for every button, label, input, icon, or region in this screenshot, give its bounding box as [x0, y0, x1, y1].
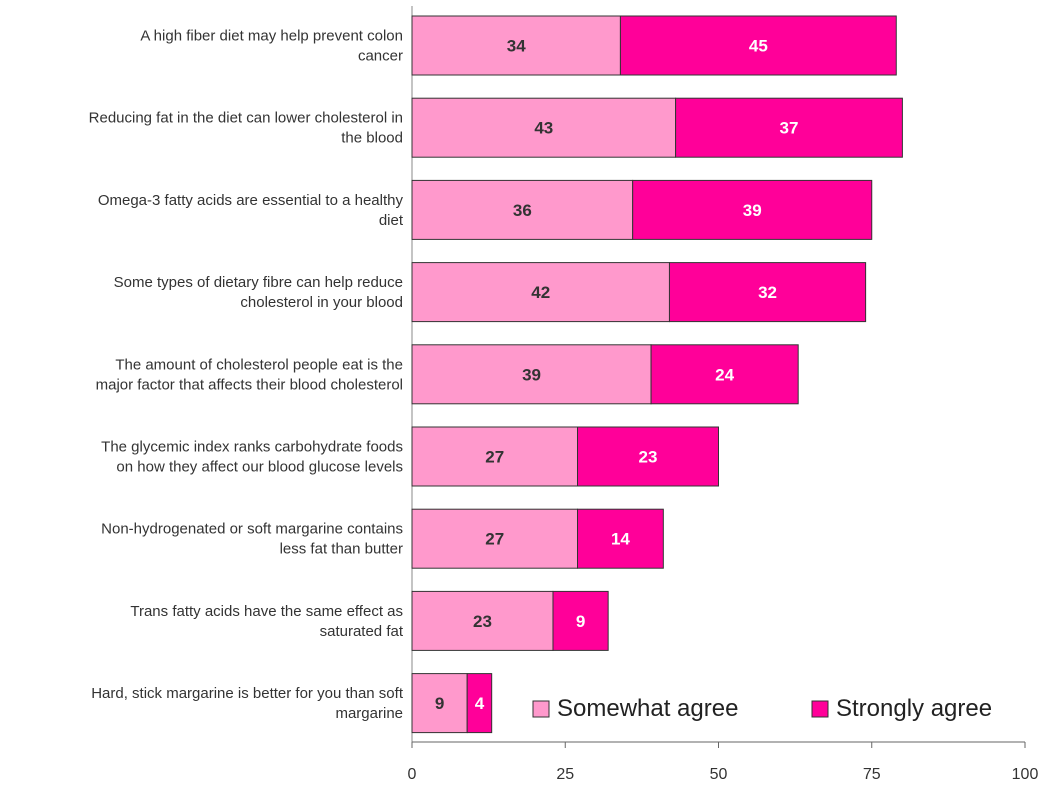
data-label: 27: [485, 448, 504, 467]
x-tick-label: 0: [408, 766, 417, 783]
data-label: 39: [522, 365, 541, 384]
bar-segment-strongly-agree: [577, 426, 720, 487]
category-label: major factor that affects their blood ch…: [96, 376, 403, 393]
data-label: 4: [475, 694, 485, 713]
bar-segment-somewhat-agree: [411, 426, 579, 487]
bar-segment-strongly-agree: [577, 508, 664, 569]
category-label: diet: [379, 212, 404, 229]
bar-segment-strongly-agree: [632, 179, 873, 240]
bar-segment-strongly-agree: [552, 590, 609, 651]
x-tick-label: 100: [1012, 766, 1039, 783]
legend-swatch-somewhat-agree: [532, 700, 550, 718]
category-label: cholesterol in your blood: [240, 294, 403, 311]
data-label: 24: [715, 365, 734, 384]
bar-segment-somewhat-agree: [411, 673, 468, 734]
data-label: 32: [758, 283, 777, 302]
legend-label-somewhat-agree: Somewhat agree: [557, 695, 738, 722]
bar-segment-somewhat-agree: [411, 15, 621, 76]
data-label: 43: [534, 119, 553, 138]
category-label: cancer: [358, 48, 403, 65]
data-label: 37: [780, 119, 799, 138]
category-label: saturated fat: [320, 623, 404, 640]
category-label: Trans fatty acids have the same effect a…: [130, 603, 403, 620]
bar-segment-somewhat-agree: [411, 97, 677, 158]
bar-segment-strongly-agree: [675, 97, 903, 158]
data-label: 9: [435, 694, 444, 713]
bar-segment-somewhat-agree: [411, 344, 652, 405]
x-tick-label: 25: [556, 766, 574, 783]
category-label: Non-hydrogenated or soft margarine conta…: [101, 521, 403, 538]
category-label: margarine: [335, 705, 403, 722]
bar-segment-somewhat-agree: [411, 590, 554, 651]
category-label: The glycemic index ranks carbohydrate fo…: [101, 439, 403, 456]
category-label: the blood: [341, 130, 403, 147]
x-tick-label: 50: [710, 766, 728, 783]
category-label: Some types of dietary fibre can help red…: [114, 274, 403, 291]
category-label: The amount of cholesterol people eat is …: [115, 356, 403, 373]
category-label: Reducing fat in the diet can lower chole…: [89, 110, 403, 127]
data-label: 39: [743, 201, 762, 220]
data-label: 27: [485, 530, 504, 549]
legend-swatch-strongly-agree: [811, 700, 829, 718]
bar-segment-strongly-agree: [668, 262, 867, 323]
data-label: 45: [749, 37, 768, 56]
category-label: A high fiber diet may help prevent colon: [140, 28, 403, 45]
bar-segment-strongly-agree: [650, 344, 799, 405]
data-label: 23: [639, 448, 658, 467]
category-label: on how they affect our blood glucose lev…: [116, 459, 403, 476]
data-label: 42: [531, 283, 550, 302]
legend-label-strongly-agree: Strongly agree: [836, 695, 992, 722]
data-label: 36: [513, 201, 532, 220]
category-label: Omega-3 fatty acids are essential to a h…: [98, 192, 404, 209]
x-tick-label: 75: [863, 766, 881, 783]
category-label: Hard, stick margarine is better for you …: [91, 685, 404, 702]
bar-segment-strongly-agree: [619, 15, 897, 76]
category-label: less fat than butter: [280, 541, 403, 558]
data-label: 9: [576, 612, 585, 631]
bar-segment-somewhat-agree: [411, 508, 579, 569]
data-label: 34: [507, 37, 526, 56]
bar-segment-strongly-agree: [466, 673, 493, 734]
data-label: 14: [611, 530, 630, 549]
data-label: 23: [473, 612, 492, 631]
